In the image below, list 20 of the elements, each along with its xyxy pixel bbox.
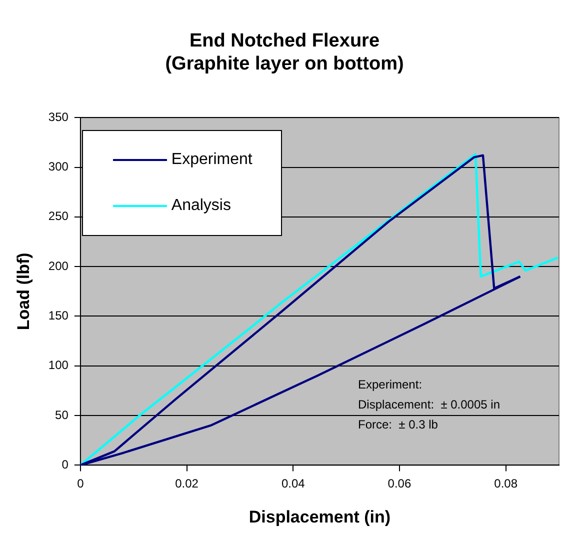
y-tick-label: 200 — [48, 258, 69, 273]
y-tick-label: 300 — [48, 160, 69, 174]
x-tick-label: 0 — [77, 476, 84, 491]
x-tick-label: 0.06 — [388, 476, 412, 491]
y-axis-title: Load (lbf) — [14, 252, 33, 330]
chart-subtitle: (Graphite layer on bottom) — [165, 53, 404, 74]
y-tick-label: 250 — [48, 209, 69, 224]
legend-label: Experiment — [171, 150, 252, 169]
y-tick-label: 0 — [62, 458, 69, 472]
y-tick-label: 50 — [55, 408, 69, 422]
annotation: Experiment: Displacement: ± 0.0005 in Force: ± 0.3 lb — [358, 378, 500, 432]
chart-title: End Notched Flexure — [189, 30, 380, 52]
y-tick-label: 350 — [48, 110, 69, 124]
x-tick-label: 0.08 — [494, 476, 518, 491]
x-axis-title: Displacement (in) — [248, 507, 391, 526]
y-tick-label: 150 — [48, 308, 69, 323]
legend-label: Analysis — [171, 196, 231, 215]
x-tick-label: 0.04 — [281, 476, 306, 491]
x-tick-label: 0.02 — [175, 476, 199, 491]
y-tick-label: 100 — [48, 358, 69, 372]
